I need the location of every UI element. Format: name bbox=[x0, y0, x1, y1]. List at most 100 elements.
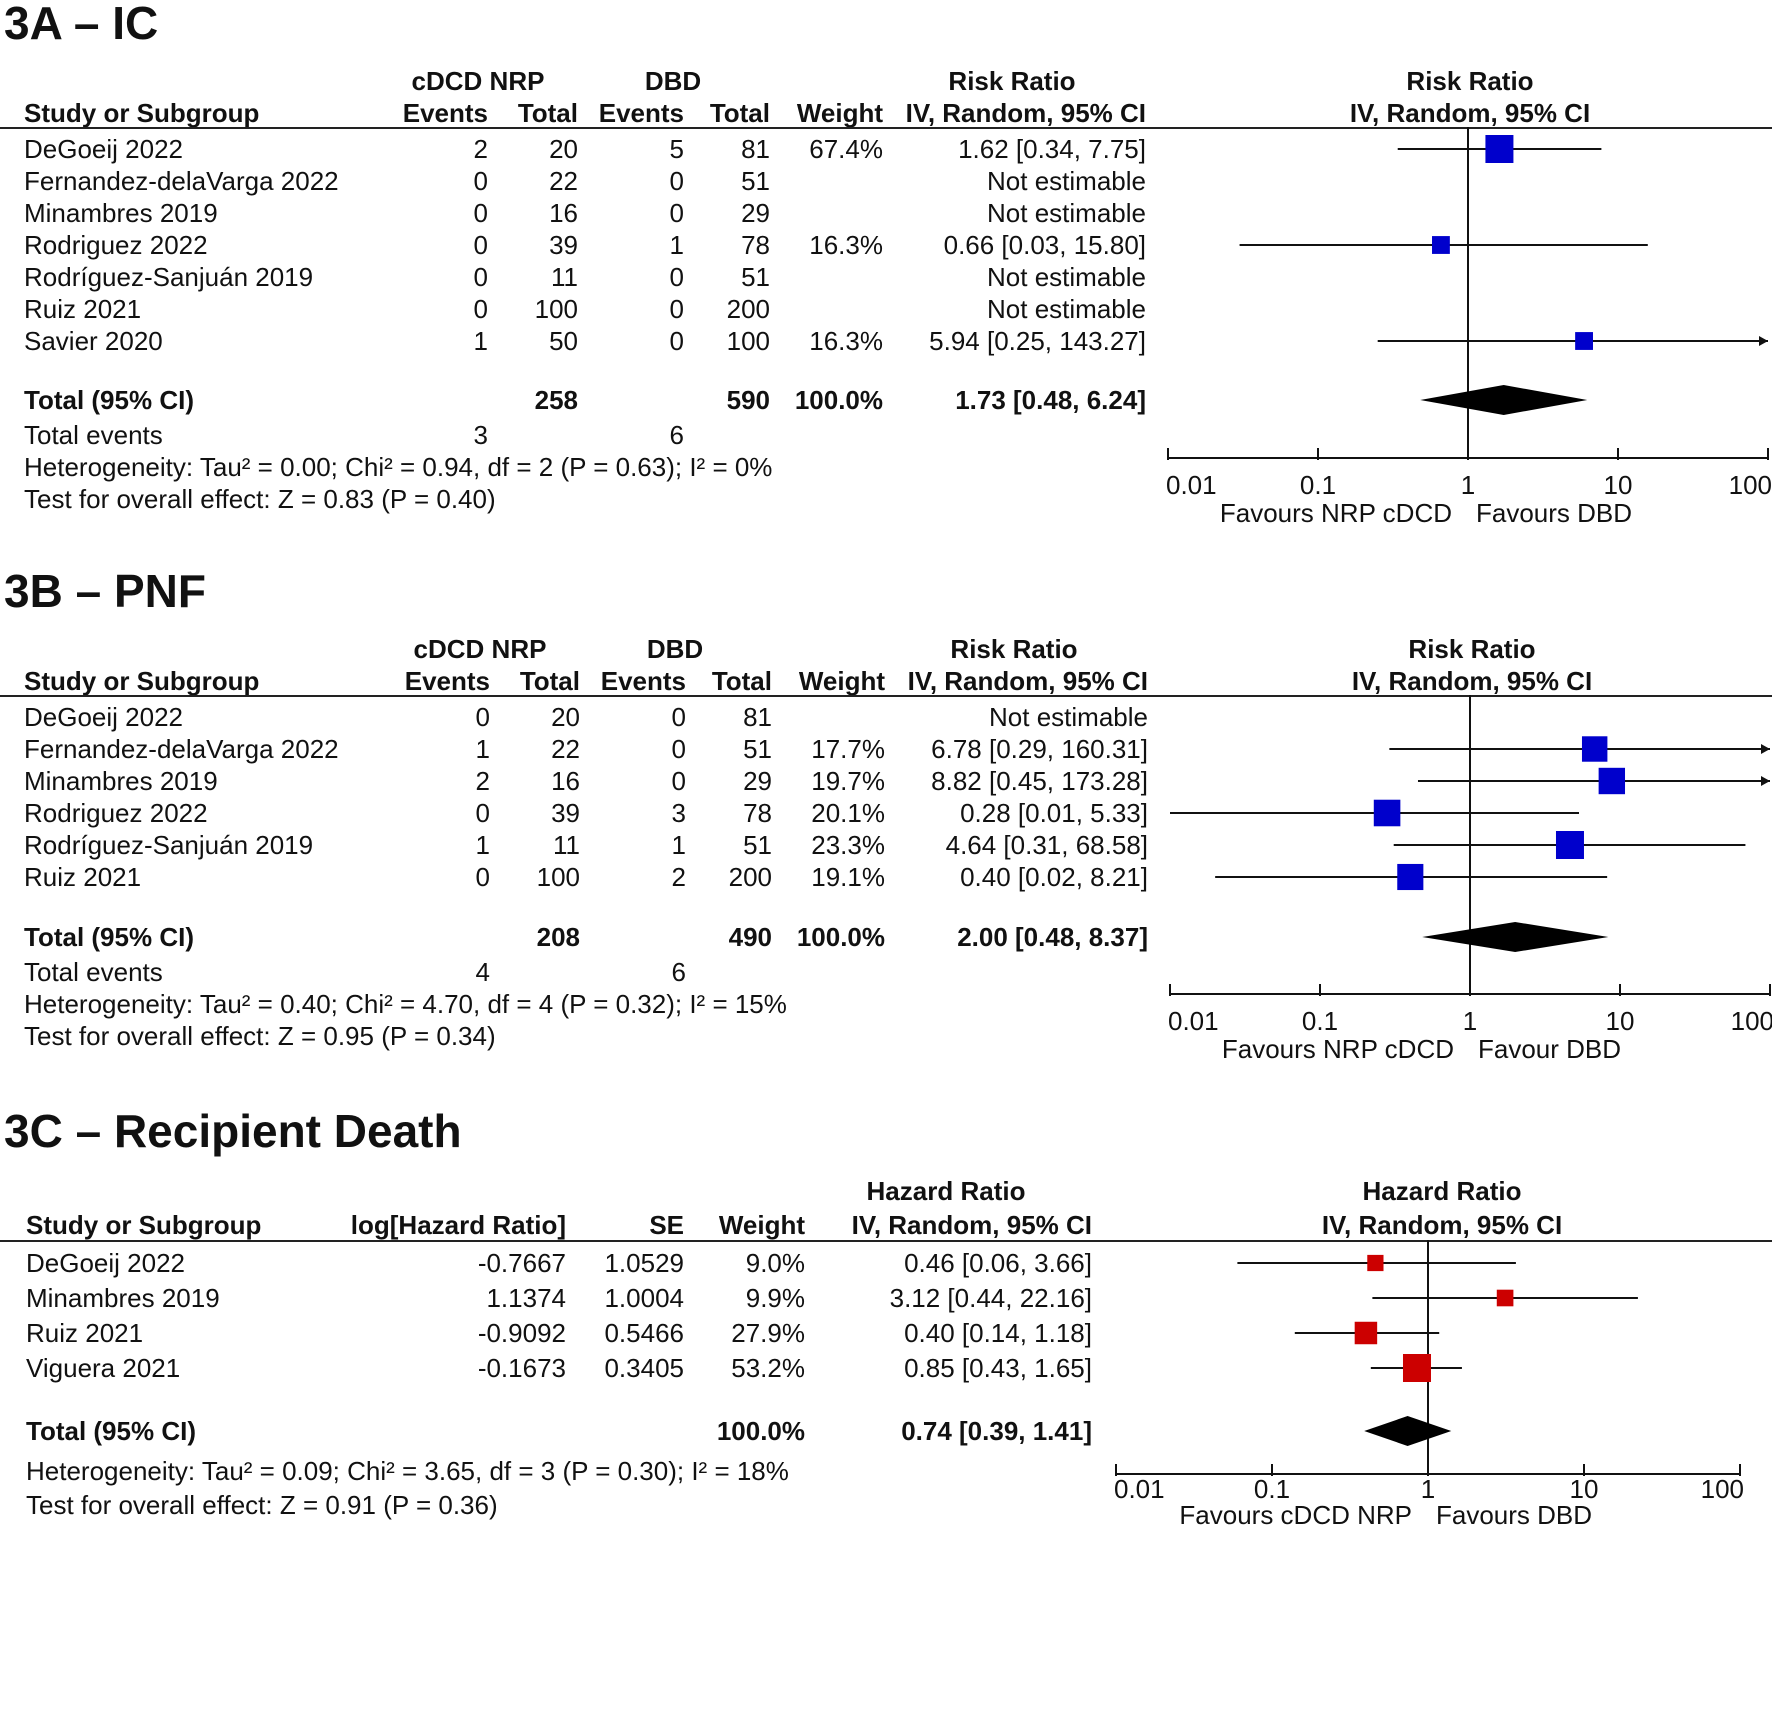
header-rule bbox=[0, 695, 1772, 697]
point-estimate bbox=[1432, 236, 1450, 254]
study-name: Minambres 2019 bbox=[24, 766, 218, 796]
point-estimate bbox=[1485, 135, 1514, 163]
favours-right: Favours DBD bbox=[1436, 1500, 1593, 1530]
group1-header: cDCD NRP bbox=[413, 634, 547, 664]
tick-label: 1 bbox=[1460, 470, 1476, 500]
effect-method-header: IV, Random, 95% CI bbox=[851, 1210, 1092, 1240]
se-cell: 1.0529 bbox=[604, 1248, 684, 1278]
header-rule bbox=[0, 1240, 1772, 1242]
ci-cell: 4.64 [0.31, 68.58] bbox=[945, 830, 1148, 860]
total1-cell: 16 bbox=[549, 198, 578, 228]
point-estimate bbox=[1598, 767, 1626, 795]
loghr-cell: -0.7667 bbox=[477, 1248, 566, 1278]
ci-cell: 0.85 [0.43, 1.65] bbox=[904, 1353, 1092, 1383]
se-cell: 1.0004 bbox=[604, 1283, 684, 1313]
study-name: Rodriguez 2022 bbox=[24, 230, 208, 260]
total1-cell: 22 bbox=[551, 734, 580, 764]
events2-cell: 1 bbox=[671, 830, 686, 860]
study-name: Rodríguez-Sanjuán 2019 bbox=[24, 262, 314, 292]
events1-cell: 0 bbox=[475, 798, 490, 828]
ci-cell: Not estimable bbox=[987, 262, 1146, 292]
total-events2: 6 bbox=[669, 420, 684, 450]
group1-header: cDCD NRP bbox=[411, 66, 545, 96]
weight-cell: 16.3% bbox=[809, 230, 883, 260]
events1-cell: 0 bbox=[475, 702, 490, 732]
weight-cell: 19.7% bbox=[811, 766, 885, 796]
total-events1: 3 bbox=[473, 420, 488, 450]
events2-cell: 0 bbox=[671, 766, 686, 796]
tick-label: 0.1 bbox=[1253, 1474, 1291, 1504]
study-name: Savier 2020 bbox=[24, 326, 163, 356]
study-header: Study or Subgroup bbox=[24, 666, 260, 696]
se-cell: 0.5466 bbox=[604, 1318, 684, 1348]
events1-header: Events bbox=[404, 666, 490, 696]
total2-cell: 51 bbox=[741, 166, 770, 196]
study-name: Viguera 2021 bbox=[26, 1353, 181, 1383]
total-ci: 0.74 [0.39, 1.41] bbox=[901, 1416, 1092, 1446]
total-label: Total (95% CI) bbox=[24, 922, 194, 952]
favours-left: Favours cDCD NRP bbox=[1179, 1500, 1412, 1530]
study-name: Minambres 2019 bbox=[26, 1283, 220, 1313]
events2-cell: 1 bbox=[669, 230, 684, 260]
total-label: Total (95% CI) bbox=[26, 1416, 196, 1446]
panel-title: 3B – PNF bbox=[4, 565, 206, 617]
ci-cell: Not estimable bbox=[989, 702, 1148, 732]
point-estimate bbox=[1581, 736, 1608, 762]
overall-effect-text: Test for overall effect: Z = 0.83 (P = 0… bbox=[24, 484, 496, 514]
ci-cell: 0.46 [0.06, 3.66] bbox=[904, 1248, 1092, 1278]
study-name: DeGoeij 2022 bbox=[26, 1248, 185, 1278]
weight-cell: 9.0% bbox=[745, 1248, 805, 1278]
tick-label: 100 bbox=[1730, 1006, 1772, 1036]
heterogeneity-text: Heterogeneity: Tau² = 0.40; Chi² = 4.70,… bbox=[24, 989, 787, 1019]
events2-cell: 3 bbox=[671, 798, 686, 828]
total-events-label: Total events bbox=[24, 957, 163, 987]
total1-cell: 11 bbox=[553, 830, 580, 860]
weight-header: Weight bbox=[718, 1210, 805, 1240]
total2-cell: 78 bbox=[743, 798, 772, 828]
events2-cell: 0 bbox=[671, 702, 686, 732]
effect-header: Risk Ratio bbox=[950, 634, 1078, 664]
total2-cell: 51 bbox=[741, 262, 770, 292]
study-header: Study or Subgroup bbox=[26, 1210, 262, 1240]
total-weight: 100.0% bbox=[796, 922, 885, 952]
favours-right: Favour DBD bbox=[1478, 1034, 1622, 1064]
effect-method-header: IV, Random, 95% CI bbox=[905, 98, 1146, 128]
weight-cell: 27.9% bbox=[731, 1318, 805, 1348]
total1-cell: 100 bbox=[536, 862, 580, 892]
plot-method-header: IV, Random, 95% CI bbox=[1321, 1210, 1563, 1240]
overall-effect-text: Test for overall effect: Z = 0.91 (P = 0… bbox=[26, 1490, 498, 1520]
ci-arrow bbox=[1761, 744, 1770, 754]
weight-cell: 17.7% bbox=[811, 734, 885, 764]
pooled-diamond bbox=[1422, 922, 1609, 952]
plot-header: Risk Ratio bbox=[1408, 634, 1536, 664]
favours-left: Favours NRP cDCD bbox=[1221, 1034, 1454, 1064]
plot-method-header: IV, Random, 95% CI bbox=[1351, 666, 1593, 696]
total1-cell: 22 bbox=[549, 166, 578, 196]
events1-cell: 0 bbox=[473, 198, 488, 228]
study-name: Fernandez-delaVarga 2022 bbox=[24, 734, 339, 764]
plot-header: Risk Ratio bbox=[1406, 66, 1534, 96]
loghr-cell: -0.9092 bbox=[477, 1318, 566, 1348]
favours-right: Favours DBD bbox=[1476, 498, 1633, 528]
tick-label: 0.1 bbox=[1301, 1006, 1339, 1036]
total1-cell: 50 bbox=[549, 326, 578, 356]
weight-cell: 9.9% bbox=[745, 1283, 805, 1313]
total2-cell: 29 bbox=[741, 198, 770, 228]
panel-title: 3C – Recipient Death bbox=[4, 1105, 462, 1157]
events1-cell: 1 bbox=[475, 830, 490, 860]
effect-header: Risk Ratio bbox=[948, 66, 1076, 96]
total1-cell: 11 bbox=[551, 262, 578, 292]
weight-header: Weight bbox=[796, 98, 883, 128]
total1-cell: 20 bbox=[551, 702, 580, 732]
ci-cell: 0.40 [0.14, 1.18] bbox=[904, 1318, 1092, 1348]
tick-label: 10 bbox=[1569, 1474, 1599, 1504]
study-name: Fernandez-delaVarga 2022 bbox=[24, 166, 339, 196]
heterogeneity-text: Heterogeneity: Tau² = 0.00; Chi² = 0.94,… bbox=[24, 452, 773, 482]
ci-cell: 1.62 [0.34, 7.75] bbox=[958, 134, 1146, 164]
loghr-header: log[Hazard Ratio] bbox=[350, 1210, 566, 1240]
total1-cell: 100 bbox=[534, 294, 578, 324]
weight-cell: 67.4% bbox=[809, 134, 883, 164]
total-weight: 100.0% bbox=[794, 385, 883, 415]
total-events1: 4 bbox=[475, 957, 490, 987]
total2-cell: 51 bbox=[743, 830, 772, 860]
